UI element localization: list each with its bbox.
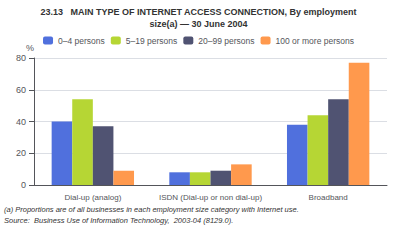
svg-text:%: % xyxy=(26,43,34,53)
svg-text:23.13 MAIN TYPE OF INTERNET: 23.13 MAIN TYPE OF INTERNET ACCESS CONNE… xyxy=(40,7,356,17)
svg-text:100 or more persons: 100 or more persons xyxy=(276,36,354,46)
svg-text:(a) Proportions are of all bus: (a) Proportions are of all businesses in… xyxy=(4,205,299,214)
svg-text:ISDN (Dial-up or non dial-up): ISDN (Dial-up or non dial-up) xyxy=(159,193,262,202)
svg-text:0: 0 xyxy=(21,180,26,190)
svg-text:80: 80 xyxy=(16,53,26,63)
svg-text:5–19 persons: 5–19 persons xyxy=(126,36,178,46)
svg-text:size(a) — 30 June 2004: size(a) — 30 June 2004 xyxy=(149,19,247,29)
svg-text:60: 60 xyxy=(16,85,26,95)
svg-text:Broadband: Broadband xyxy=(309,193,348,202)
svg-text:Source: Business Use of Infor: Source: Business Use of Information Tech… xyxy=(4,216,233,225)
svg-text:20–99 persons: 20–99 persons xyxy=(198,36,254,46)
svg-text:20: 20 xyxy=(16,148,26,158)
svg-text:40: 40 xyxy=(16,117,26,127)
svg-text:0–4 persons: 0–4 persons xyxy=(58,36,105,46)
svg-text:Dial-up (analog): Dial-up (analog) xyxy=(64,193,121,202)
